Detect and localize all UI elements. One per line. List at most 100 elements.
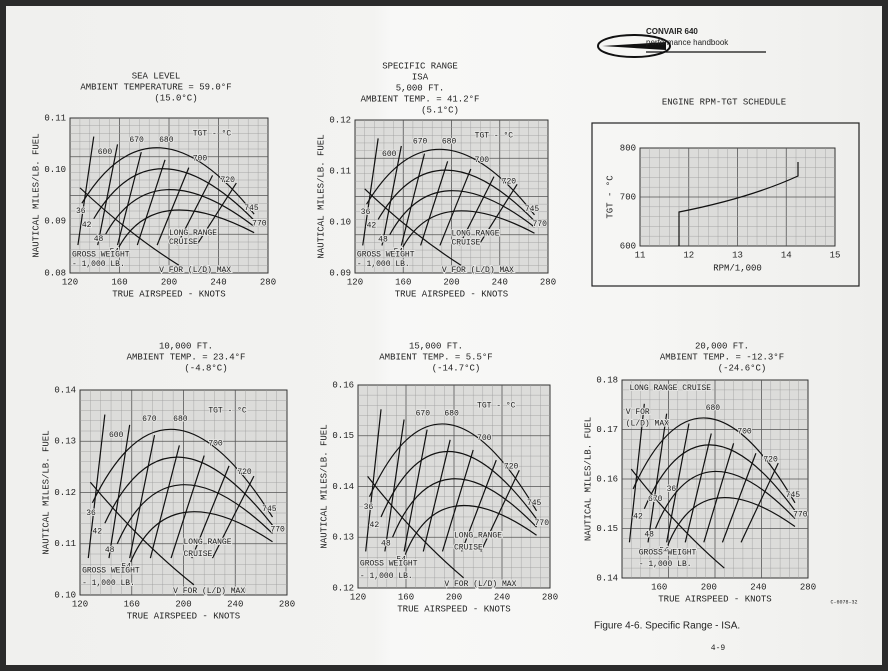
main-title: SPECIFIC RANGE — [382, 61, 458, 71]
tgt-line — [400, 153, 426, 246]
curve-label: 42 — [82, 221, 92, 230]
y-tick-label: 600 — [620, 241, 636, 251]
y-tick-label: 0.08 — [44, 268, 66, 278]
curve — [105, 189, 255, 235]
curve-label: V FOR (L/D) MAX — [159, 266, 231, 275]
x-axis-label: TRUE AIRSPEED - KNOTS — [658, 594, 771, 604]
panel-title: (-4.8°C) — [184, 363, 227, 373]
curve-label: 770 — [270, 526, 285, 535]
panel-title: 10,000 FT. — [159, 341, 213, 351]
curve-label: 745 — [262, 505, 277, 514]
tgt-line — [156, 167, 190, 246]
curve-label: CRUISE — [454, 544, 483, 553]
x-tick-label: 280 — [542, 592, 558, 602]
tgt-line — [422, 439, 451, 552]
tgt-line — [108, 424, 131, 559]
tgt-line — [480, 470, 520, 552]
x-tick-label: 160 — [111, 277, 127, 287]
y-tick-label: 0.16 — [596, 474, 618, 484]
curve-label: LONG RANGE CRUISE — [629, 384, 711, 393]
curve-label: LONG RANGE — [184, 538, 232, 547]
curve-label: 36 — [86, 509, 96, 518]
panel-title: (-14.7°C) — [432, 363, 481, 373]
y-tick-label: 0.10 — [54, 590, 76, 600]
curve-label: 700 — [737, 428, 752, 437]
y-axis-label: NAUTICAL MILES/LB. FUEL — [316, 134, 326, 258]
curve-label: 670 — [648, 495, 663, 504]
curve-label: 48 — [644, 531, 654, 540]
curve — [380, 451, 538, 520]
curve-label: CRUISE — [184, 550, 213, 559]
curve-label: 42 — [633, 513, 643, 522]
page-number: 4-9 — [711, 644, 726, 653]
curve-label: CRUISE — [452, 239, 481, 248]
y-tick-label: 0.18 — [596, 375, 618, 385]
y-tick-label: 0.12 — [54, 488, 76, 498]
curve-label: 700 — [477, 434, 492, 443]
curve-label: - 1,000 LB. — [639, 560, 692, 569]
x-tick-label: 120 — [347, 277, 363, 287]
x-tick-label: 240 — [492, 277, 508, 287]
y-axis-label: NAUTICAL MILES/LB. FUEL — [41, 430, 51, 554]
x-tick-label: 120 — [62, 277, 78, 287]
x-axis-label: TRUE AIRSPEED - KNOTS — [395, 289, 508, 299]
curve — [403, 504, 537, 558]
curve-label: 36 — [361, 208, 371, 217]
y-tick-label: 0.15 — [332, 431, 354, 441]
panel-title: AMBIENT TEMP. = 23.4°F — [127, 352, 246, 362]
curve — [116, 484, 273, 544]
tgt-line — [647, 413, 668, 543]
panel-title: AMBIENT TEMP. = -12.3°F — [660, 352, 784, 362]
curve-label: 36 — [667, 485, 677, 494]
curve-label: 700 — [208, 439, 223, 448]
curve-label: 700 — [475, 156, 490, 165]
y-tick-label: 0.13 — [54, 437, 76, 447]
curve-label: 42 — [367, 222, 377, 231]
panel-title: (15.0°C) — [154, 93, 197, 103]
curve-label: 48 — [94, 235, 104, 244]
curve-label: 720 — [237, 468, 252, 477]
curve — [400, 210, 535, 251]
curve — [666, 496, 796, 549]
x-tick-label: 280 — [279, 599, 295, 609]
limit-curve — [367, 475, 464, 579]
curve-label: 745 — [244, 204, 259, 213]
figure-code: C-6078-32 — [830, 599, 857, 605]
tgt-line — [170, 455, 205, 559]
curve-label: 670 — [413, 138, 428, 147]
tgt-line — [458, 176, 495, 246]
y-tick-label: 0.12 — [332, 583, 354, 593]
curve — [116, 209, 255, 251]
tgt-line — [87, 414, 106, 559]
curve — [389, 190, 535, 236]
x-tick-label: 12 — [683, 250, 694, 260]
curve — [392, 478, 537, 538]
curve-label: 745 — [527, 499, 542, 508]
x-tick-label: 280 — [800, 582, 816, 592]
tgt-line — [116, 151, 142, 246]
tgt-line — [191, 465, 230, 559]
tgt-line — [628, 403, 645, 543]
x-tick-label: 240 — [210, 277, 226, 287]
curve-label: 600 — [109, 431, 124, 440]
x-tick-label: 280 — [540, 277, 556, 287]
schedule-line — [678, 162, 799, 246]
curve-label: CRUISE — [169, 238, 198, 247]
curve-label: V FOR (L/D) MAX — [444, 580, 516, 589]
tgt-line — [77, 136, 95, 246]
y-tick-label: 0.16 — [332, 380, 354, 390]
curve-label: V FOR — [626, 408, 650, 417]
logo-ellipse — [597, 34, 671, 58]
y-axis-label: TGT - °C — [605, 175, 615, 219]
curve-label: 54 — [394, 248, 404, 257]
y-tick-label: 0.12 — [329, 115, 351, 125]
x-tick-label: 14 — [781, 250, 792, 260]
panel-title: 5,000 FT. — [396, 83, 445, 93]
curve — [81, 147, 255, 215]
curve-label: 670 — [416, 410, 431, 419]
x-axis-label: RPM/1,000 — [713, 263, 762, 273]
x-tick-label: 13 — [732, 250, 743, 260]
tgt-line — [136, 159, 166, 246]
curve-label: 670 — [129, 136, 144, 145]
curve-label: 54 — [396, 556, 406, 565]
